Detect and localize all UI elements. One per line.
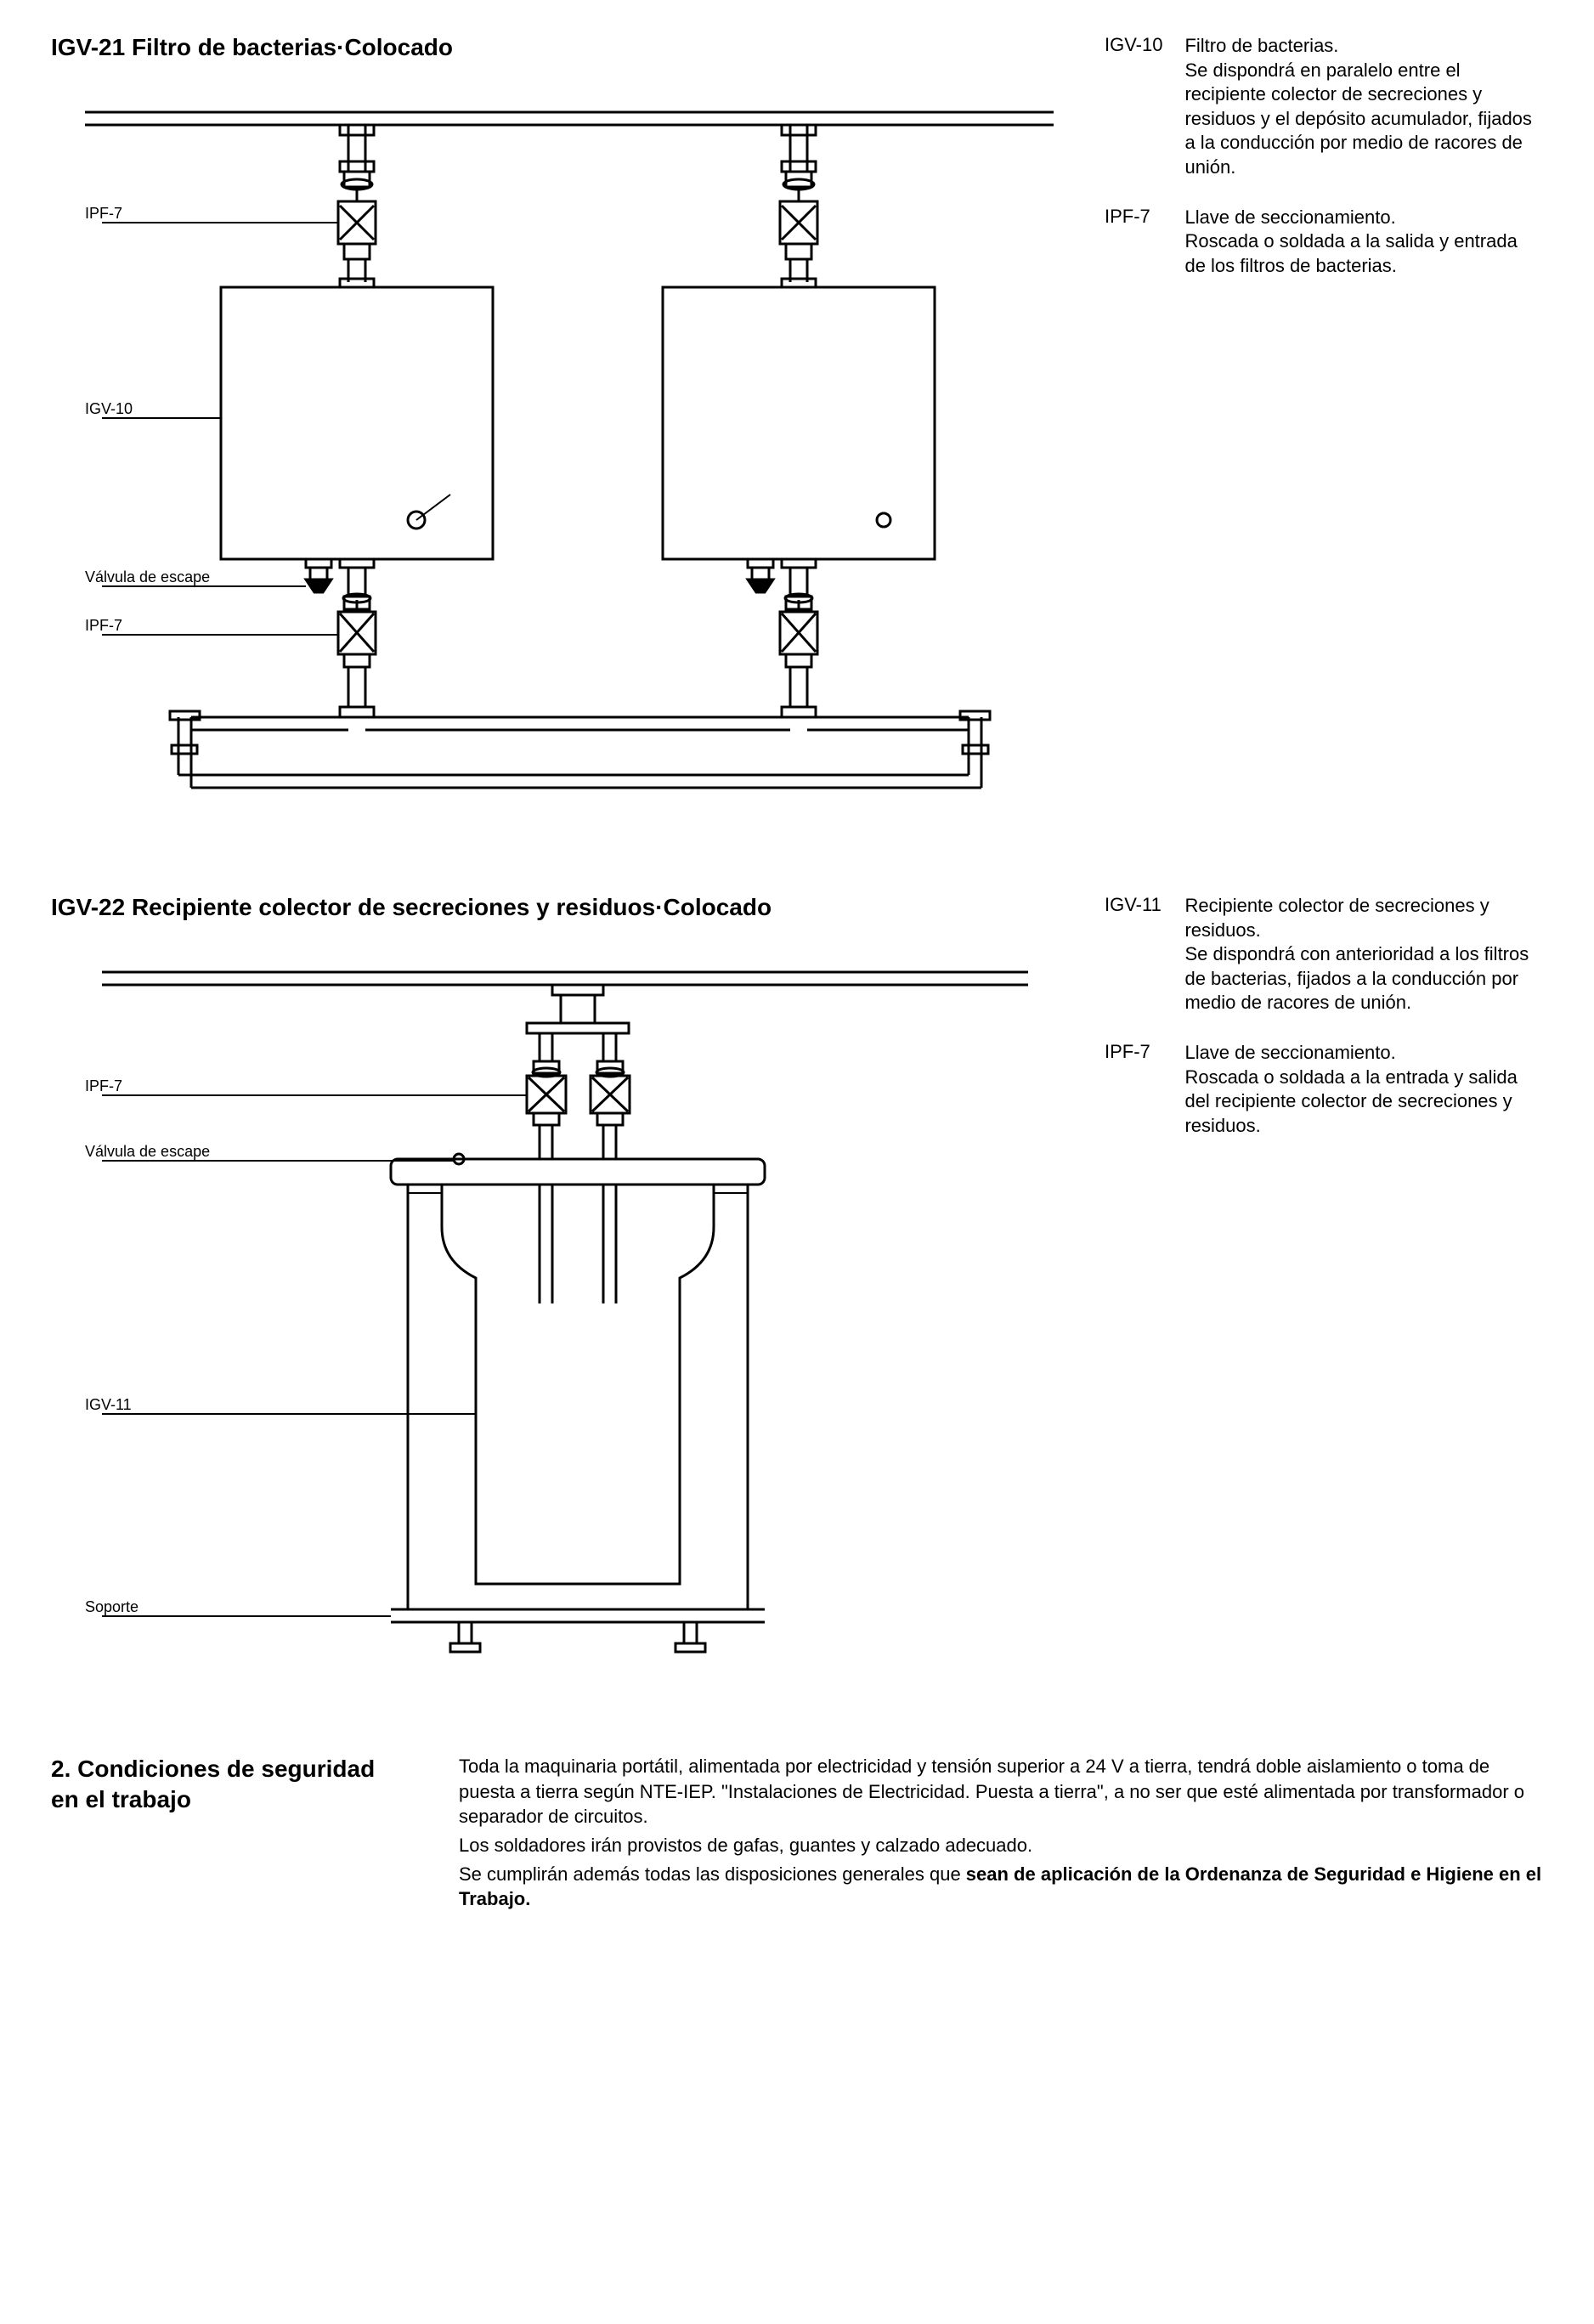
- fig2-label-valvula: Válvula de escape: [85, 1143, 210, 1160]
- fig2-def-1: IPF-7 Llave de seccionamiento. Roscada o…: [1105, 1041, 1543, 1138]
- figure-2-svg: IPF-7 Válvula de escape IGV-11 Soporte: [51, 938, 1071, 1703]
- fig2-label-igv11: IGV-11: [85, 1396, 132, 1413]
- fig2-label-ipf7: IPF-7: [85, 1077, 122, 1094]
- fig1-label-ipf7-top: IPF-7: [85, 205, 122, 222]
- fig1-label-igv10: IGV-10: [85, 400, 133, 417]
- fig1-label-valvula: Válvula de escape: [85, 568, 210, 585]
- figure-1-diagram-col: IGV-21 Filtro de bacterias·Colocado: [51, 34, 1071, 843]
- fig2-def-0-code: IGV-11: [1105, 894, 1181, 916]
- footer-p3: Se cumplirán además todas las disposicio…: [459, 1862, 1543, 1912]
- fig1-def-0: IGV-10 Filtro de bacterias. Se dispondrá…: [1105, 34, 1543, 180]
- fig1-def-0-title: Filtro de bacterias.: [1184, 34, 1538, 59]
- figure-2-defs: IGV-11 Recipiente colector de secrecione…: [1105, 894, 1543, 1703]
- footer-row: 2. Condiciones de seguridad en el trabaj…: [51, 1754, 1543, 1915]
- fig2-label-soporte: Soporte: [85, 1598, 138, 1615]
- figure-2-title: IGV-22 Recipiente colector de secrecione…: [51, 894, 1071, 921]
- fig1-def-1: IPF-7 Llave de seccionamiento. Roscada o…: [1105, 206, 1543, 279]
- fig1-def-1-desc: Roscada o soldada a la salida y entrada …: [1184, 229, 1538, 278]
- fig2-def-0-desc: Se dispondrá con anterioridad a los filt…: [1184, 942, 1538, 1015]
- fig1-def-1-title: Llave de seccionamiento.: [1184, 206, 1538, 230]
- fig2-def-0: IGV-11 Recipiente colector de secrecione…: [1105, 894, 1543, 1015]
- figure-2-row: IGV-22 Recipiente colector de secrecione…: [51, 894, 1543, 1703]
- figure-2-diagram-col: IGV-22 Recipiente colector de secrecione…: [51, 894, 1071, 1703]
- footer-p1: Toda la maquinaria portátil, alimentada …: [459, 1754, 1543, 1829]
- figure-1-title: IGV-21 Filtro de bacterias·Colocado: [51, 34, 1071, 61]
- fig2-def-1-title: Llave de seccionamiento.: [1184, 1041, 1538, 1066]
- footer-p2: Los soldadores irán provistos de gafas, …: [459, 1833, 1543, 1858]
- fig2-def-1-code: IPF-7: [1105, 1041, 1181, 1063]
- fig1-label-ipf7-bot: IPF-7: [85, 617, 122, 634]
- figure-1-svg: IPF-7 IGV-10 Válvula de escape IPF-7: [51, 78, 1071, 843]
- fig2-def-1-desc: Roscada o soldada a la entrada y salida …: [1184, 1066, 1538, 1139]
- footer-body: Toda la maquinaria portátil, alimentada …: [459, 1754, 1543, 1915]
- fig1-def-0-desc: Se dispondrá en paralelo entre el recipi…: [1184, 59, 1538, 180]
- footer-p3a: Se cumplirán además todas las disposicio…: [459, 1863, 966, 1885]
- fig2-def-0-title: Recipiente colector de secreciones y res…: [1184, 894, 1538, 942]
- fig1-def-0-code: IGV-10: [1105, 34, 1181, 56]
- figure-1-row: IGV-21 Filtro de bacterias·Colocado: [51, 34, 1543, 843]
- figure-1-defs: IGV-10 Filtro de bacterias. Se dispondrá…: [1105, 34, 1543, 843]
- fig1-def-1-code: IPF-7: [1105, 206, 1181, 228]
- footer-heading: 2. Condiciones de seguridad en el trabaj…: [51, 1754, 408, 1915]
